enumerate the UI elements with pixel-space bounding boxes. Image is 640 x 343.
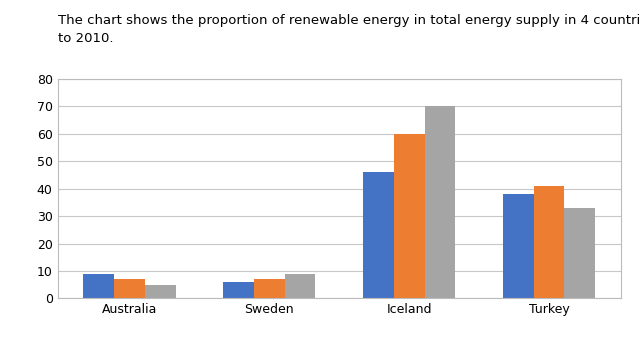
Text: The chart shows the proportion of renewable energy in total energy supply in 4 c: The chart shows the proportion of renewa… — [58, 14, 640, 45]
Bar — [363, 172, 394, 298]
Bar — [534, 186, 564, 298]
Bar — [145, 285, 175, 298]
Bar — [564, 208, 595, 298]
Bar — [254, 279, 285, 298]
Bar — [503, 194, 534, 298]
Bar — [114, 279, 145, 298]
Bar — [285, 274, 316, 298]
Bar — [394, 134, 424, 298]
Bar — [223, 282, 254, 298]
Legend: 1997, 2000, 2010: 1997, 2000, 2010 — [240, 340, 438, 343]
Bar — [424, 106, 455, 298]
Bar — [83, 274, 114, 298]
